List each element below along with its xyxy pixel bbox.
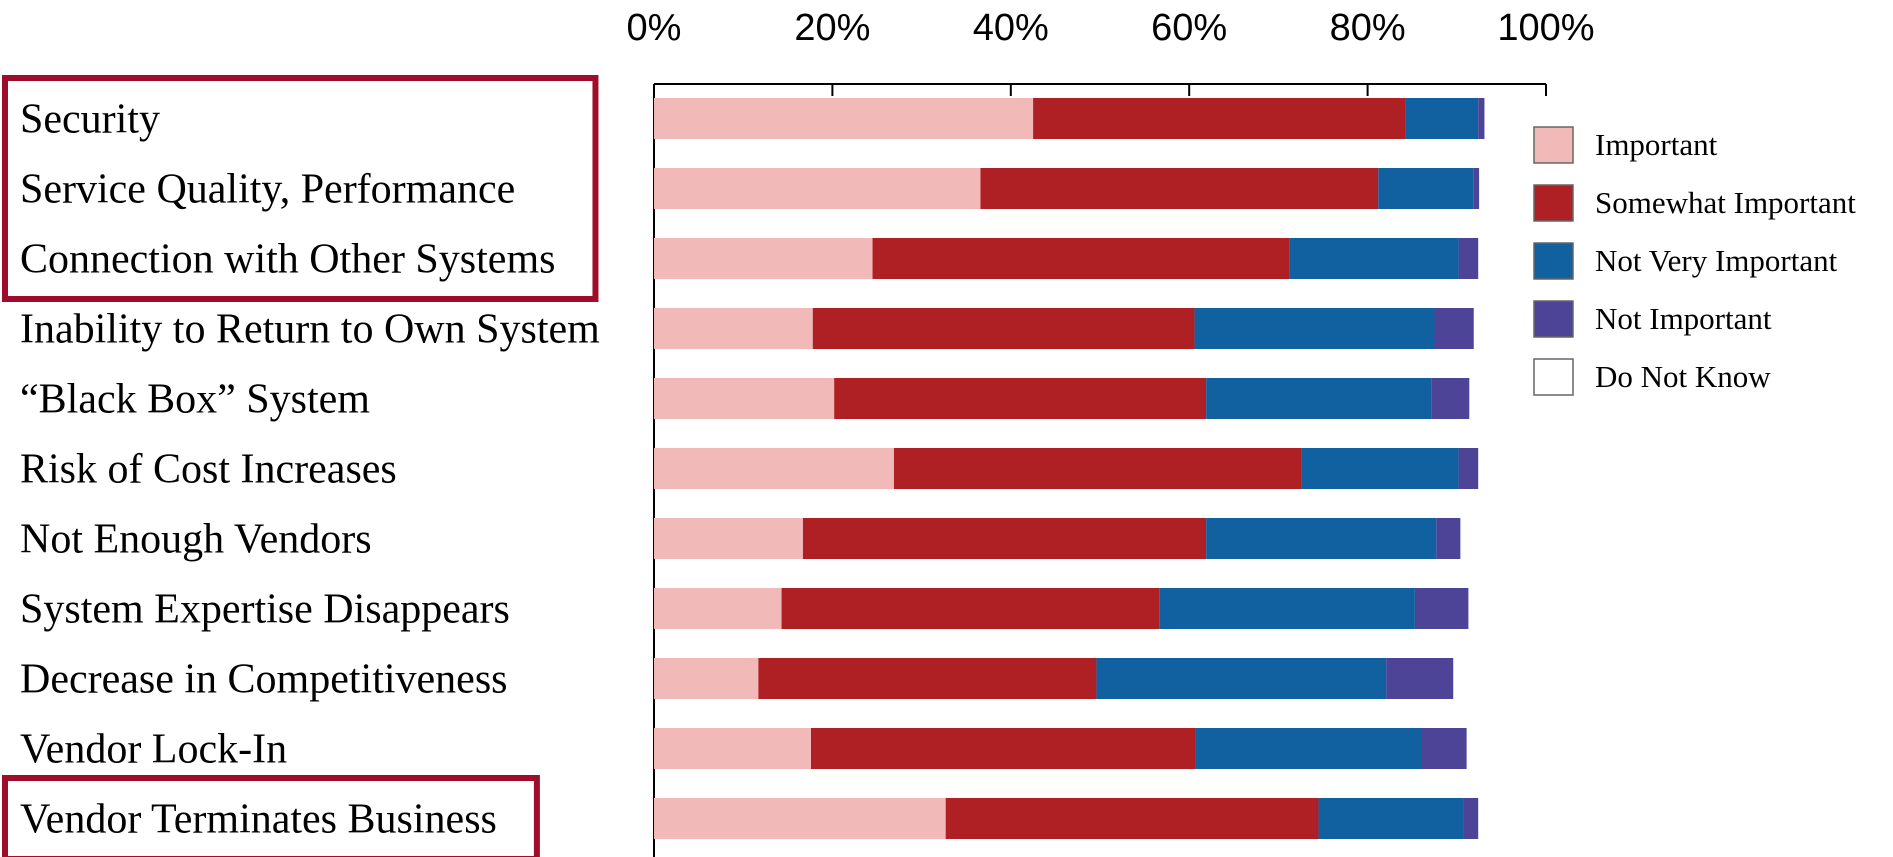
bar-segment-important <box>654 308 813 349</box>
bar-segment-important <box>654 798 946 839</box>
bar-segment-somewhat-important <box>781 588 1160 629</box>
category-label: Inability to Return to Own System <box>20 307 600 353</box>
x-tick-label: 60% <box>1151 7 1227 49</box>
x-tick-label: 20% <box>794 7 870 49</box>
bar-segment-not-important <box>1431 378 1470 419</box>
legend: Important Somewhat Important Not Very Impo… <box>1533 126 1856 396</box>
bar-segment-somewhat-important <box>758 658 1097 699</box>
bar-segment-not-very-important <box>1318 798 1464 839</box>
bar-segment-important <box>654 378 835 419</box>
bar-segment-somewhat-important <box>1033 98 1406 139</box>
legend-swatch-not-important <box>1533 300 1574 338</box>
bar-segment-not-very-important <box>1206 378 1432 419</box>
category-label: System Expertise Disappears <box>20 587 510 633</box>
highlight-boxes <box>2 75 599 857</box>
legend-label: Not Important <box>1595 301 1772 336</box>
category-label: Service Quality, Performance <box>20 167 515 213</box>
bar-segment-not-important <box>1434 308 1474 349</box>
bar-segment-not-important <box>1458 448 1479 489</box>
highlight-box <box>2 775 540 857</box>
bar-segment-not-important <box>1422 728 1467 769</box>
bar-segment-not-very-important <box>1301 448 1459 489</box>
bar-segment-not-important <box>1473 168 1480 209</box>
category-label: Security <box>20 97 160 143</box>
x-tick-label: 40% <box>973 7 1049 49</box>
bar-segment-not-very-important <box>1289 238 1459 279</box>
legend-label: Not Very Important <box>1595 243 1838 278</box>
bar-segment-not-important <box>1386 658 1454 699</box>
bar-segment-not-very-important <box>1405 98 1479 139</box>
bar-segment-important <box>654 588 782 629</box>
bar-segment-important <box>654 448 894 489</box>
bar-segment-important <box>654 728 811 769</box>
category-label: Decrease in Competitiveness <box>20 657 508 703</box>
x-tick-label: 100% <box>1497 7 1594 49</box>
bar-segment-not-important <box>1463 798 1479 839</box>
bar-segment-somewhat-important <box>893 448 1302 489</box>
bar-segment-not-important <box>1478 98 1485 139</box>
bar-segment-not-important <box>1458 238 1479 279</box>
bar-segment-not-very-important <box>1195 728 1423 769</box>
x-axis: 0% 20% 40% 60% 80% 100% <box>627 7 1595 857</box>
bar-segment-not-very-important <box>1096 658 1387 699</box>
bar-segment-somewhat-important <box>834 378 1207 419</box>
bar-segment-important <box>654 98 1034 139</box>
category-label: “Black Box” System <box>20 377 370 423</box>
bar-segment-important <box>654 238 873 279</box>
bar-segment-somewhat-important <box>812 308 1195 349</box>
bar-segment-somewhat-important <box>945 798 1319 839</box>
bar-segment-not-important <box>1414 588 1469 629</box>
legend-label: Somewhat Important <box>1595 185 1856 220</box>
legend-swatch-not-very-important <box>1533 242 1574 280</box>
bar-segment-important <box>654 518 803 559</box>
bar-segment-important <box>654 658 759 699</box>
legend-swatch-do-not-know <box>1533 358 1574 396</box>
bar-segment-not-important <box>1436 518 1461 559</box>
bars <box>654 98 1485 839</box>
category-label: Risk of Cost Increases <box>20 447 397 493</box>
category-label: Vendor Lock-In <box>20 727 287 773</box>
bar-segment-somewhat-important <box>810 728 1196 769</box>
bar-segment-not-very-important <box>1159 588 1415 629</box>
bar-segment-somewhat-important <box>980 168 1379 209</box>
category-labels: Security Service Quality, Performance Conn… <box>20 97 600 843</box>
legend-swatch-somewhat-important <box>1533 184 1574 222</box>
bar-segment-not-very-important <box>1194 308 1435 349</box>
bar-segment-important <box>654 168 981 209</box>
category-label: Vendor Terminates Business <box>20 797 497 843</box>
bar-segment-somewhat-important <box>872 238 1290 279</box>
bar-segment-not-very-important <box>1206 518 1437 559</box>
x-tick-label: 80% <box>1330 7 1406 49</box>
legend-swatch-important <box>1533 126 1574 164</box>
legend-label: Important <box>1595 127 1718 162</box>
legend-label: Do Not Know <box>1595 359 1771 394</box>
x-tick-label: 0% <box>627 7 682 49</box>
bar-segment-somewhat-important <box>802 518 1207 559</box>
bar-segment-not-very-important <box>1378 168 1474 209</box>
category-label: Not Enough Vendors <box>20 517 372 563</box>
highlight-box <box>2 75 599 302</box>
category-label: Connection with Other Systems <box>20 237 555 283</box>
